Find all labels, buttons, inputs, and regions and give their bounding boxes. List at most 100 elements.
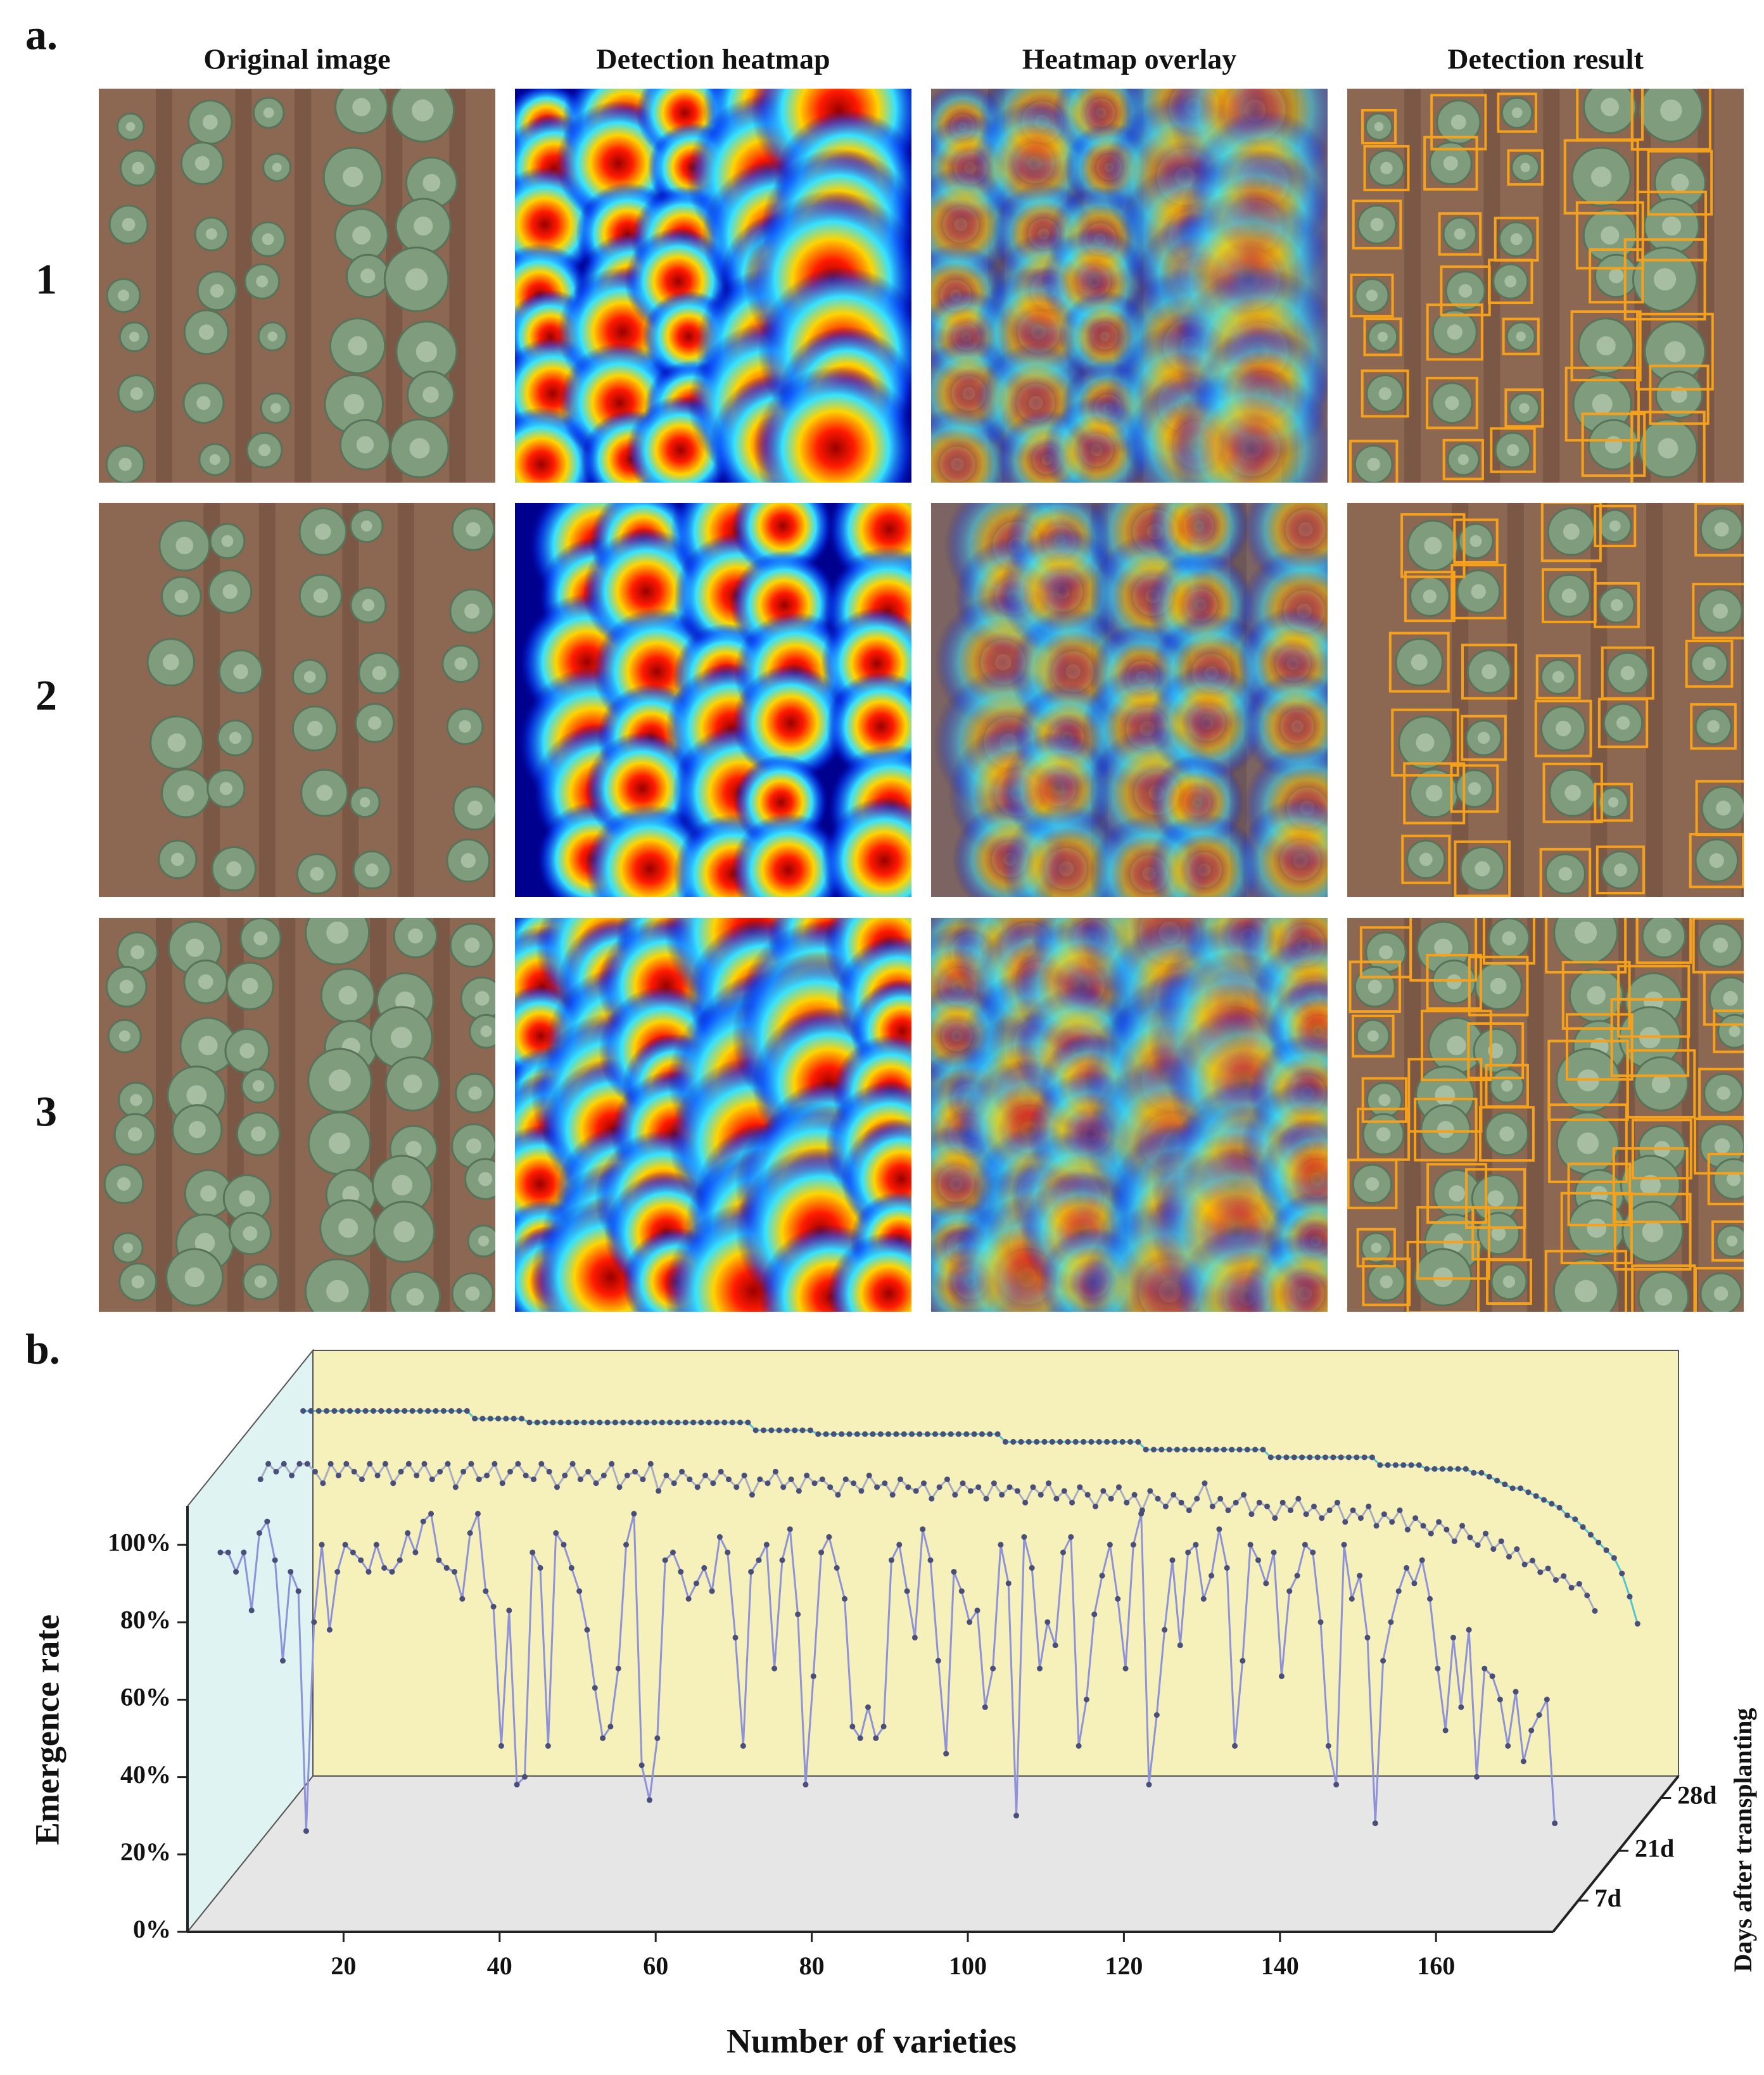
- data-point: [960, 1480, 966, 1487]
- data-point: [1213, 1447, 1219, 1453]
- data-point: [374, 1472, 381, 1478]
- plant-center: [221, 535, 234, 547]
- data-point: [1193, 1542, 1199, 1548]
- x-tick-label: 60: [643, 1951, 668, 1980]
- plant-center: [352, 226, 371, 245]
- plant-center: [356, 436, 374, 454]
- depth-tick-label: 7d: [1595, 1884, 1621, 1912]
- detection-box: [1649, 364, 1710, 425]
- plant-center: [416, 341, 438, 362]
- plant-center: [1449, 1185, 1465, 1202]
- plant-center: [226, 861, 242, 877]
- data-point: [1451, 1538, 1457, 1544]
- data-point: [1166, 1447, 1172, 1453]
- data-point: [217, 1549, 224, 1556]
- data-point: [951, 1569, 957, 1575]
- data-point: [1177, 1642, 1183, 1649]
- data-point: [830, 1431, 837, 1437]
- data-point: [526, 1419, 533, 1426]
- plant-center: [1379, 945, 1393, 960]
- data-point: [1076, 1742, 1082, 1749]
- data-point: [273, 1468, 279, 1475]
- plant-center: [1709, 853, 1724, 868]
- detection-box: [1561, 961, 1631, 1030]
- series-line: [303, 1410, 1639, 1624]
- data-point: [1478, 1469, 1485, 1476]
- data-point: [1592, 1608, 1598, 1614]
- data-point: [1427, 1596, 1433, 1602]
- plant-center: [390, 1027, 412, 1048]
- plant-center: [313, 588, 328, 604]
- detection-box: [1362, 1257, 1411, 1307]
- detection-box: [1589, 248, 1644, 304]
- row-label: 1: [35, 255, 57, 303]
- heat-blob: [731, 813, 846, 897]
- plant-center: [130, 945, 144, 960]
- data-point: [521, 1774, 528, 1780]
- data-point: [948, 1431, 954, 1437]
- plant-center: [1703, 657, 1716, 670]
- plant-center: [414, 216, 433, 236]
- floor: [186, 1775, 1680, 1932]
- detection-box: [1647, 149, 1713, 216]
- data-point: [659, 1419, 665, 1426]
- data-point: [474, 1511, 481, 1517]
- data-point: [1104, 1438, 1110, 1445]
- data-point: [1419, 1557, 1425, 1563]
- data-point: [834, 1564, 840, 1571]
- data-point: [983, 1495, 989, 1502]
- data-point: [311, 1619, 317, 1625]
- data-point: [1552, 1820, 1558, 1827]
- data-point: [1291, 1454, 1297, 1461]
- data-point: [1436, 1519, 1442, 1525]
- data-point: [1053, 1495, 1060, 1502]
- data-point: [257, 1476, 263, 1483]
- data-point: [826, 1534, 832, 1540]
- data-point: [397, 1557, 403, 1563]
- plant-center: [1366, 289, 1378, 301]
- plant-center: [1365, 1177, 1380, 1191]
- plant-center: [184, 1267, 205, 1288]
- data-point: [1241, 1492, 1247, 1498]
- plant-center: [229, 732, 242, 744]
- data-point: [632, 1468, 638, 1475]
- plant-center: [1511, 107, 1523, 118]
- row-label: 3: [35, 1088, 57, 1136]
- furrow: [433, 918, 450, 1312]
- heat-blob: [1169, 365, 1328, 483]
- data-point: [924, 1431, 930, 1437]
- plant-center: [118, 1030, 130, 1042]
- data-point: [740, 1742, 746, 1749]
- image-tile: [931, 503, 1328, 897]
- plant-center: [1616, 716, 1630, 730]
- plant-center: [403, 1074, 422, 1093]
- data-point: [1323, 1454, 1329, 1461]
- data-point: [1130, 1542, 1136, 1548]
- plant-center: [422, 386, 439, 403]
- data-point: [1286, 1588, 1293, 1594]
- depth-tick-label: 21d: [1635, 1834, 1674, 1862]
- data-point: [1138, 1511, 1145, 1517]
- detection-box: [1478, 1106, 1535, 1162]
- data-point: [694, 1484, 701, 1490]
- data-point: [1283, 1454, 1290, 1461]
- data-point: [656, 1488, 662, 1494]
- plant-center: [210, 284, 224, 298]
- data-point: [1411, 1580, 1418, 1587]
- plant-center: [1374, 122, 1384, 132]
- data-point: [1325, 1742, 1331, 1749]
- detection-box: [1548, 1103, 1628, 1183]
- data-point: [279, 1658, 286, 1664]
- plant-center: [118, 457, 132, 471]
- data-point: [865, 1704, 871, 1710]
- series-line: [220, 1511, 1556, 1831]
- data-point: [679, 1468, 685, 1475]
- plant-center: [1491, 1226, 1506, 1241]
- plant-center: [170, 853, 184, 866]
- data-point: [523, 1472, 529, 1478]
- data-point: [445, 1461, 451, 1467]
- detection-box: [1581, 412, 1646, 477]
- plant-center: [1555, 720, 1571, 737]
- data-point: [998, 1542, 1004, 1548]
- data-point: [1174, 1447, 1180, 1453]
